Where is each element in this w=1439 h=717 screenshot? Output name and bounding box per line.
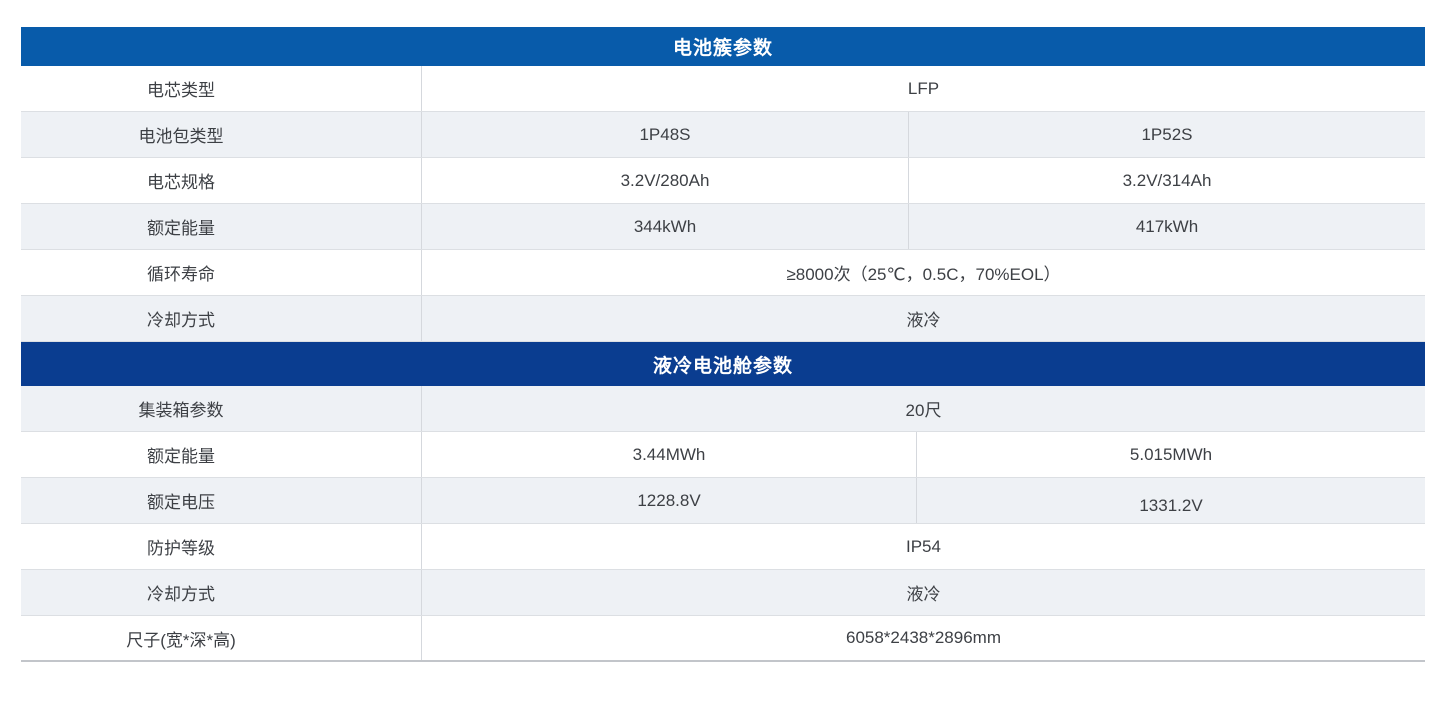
- section-title: 电池簇参数: [672, 38, 773, 59]
- row-label: 额定能量: [21, 204, 422, 249]
- table-row-cell-spec: 电芯规格 3.2V/280Ah 3.2V/314Ah: [21, 158, 1425, 204]
- table-row-cooling: 冷却方式 液冷: [21, 296, 1425, 342]
- table-row-cooling: 冷却方式 液冷: [21, 570, 1425, 616]
- row-value: 6058*2438*2896mm: [845, 628, 1001, 647]
- row-value: ≥8000次（25℃，0.5C，70%EOL）: [786, 265, 1061, 284]
- table-row-ip-rating: 防护等级 IP54: [21, 524, 1425, 570]
- row-value: IP54: [906, 536, 941, 556]
- row-label: 冷却方式: [21, 296, 422, 341]
- row-value-col2: 1P52S: [908, 112, 1425, 157]
- row-value-col1: 1228.8V: [637, 490, 701, 510]
- table-row-rated-voltage: 额定电压 1228.8V 1331.2V: [21, 478, 1425, 524]
- table-row-rated-energy: 额定能量 344kWh 417kWh: [21, 204, 1425, 250]
- row-value-col1: 3.44MWh: [632, 444, 706, 464]
- row-label: 额定能量: [21, 432, 422, 477]
- row-label: 防护等级: [21, 524, 422, 569]
- section-header-liquid-cooled-container: 液冷电池舱参数: [21, 342, 1425, 386]
- row-label: 冷却方式: [21, 570, 422, 615]
- row-value-col1: 1P48S: [639, 124, 691, 144]
- row-label: 电芯规格: [21, 158, 422, 203]
- section-liquid-cooled-container: 集装箱参数 20尺 额定能量 3.44MWh 5.015MWh 额定电压 122…: [21, 386, 1425, 662]
- battery-spec-table: 电池簇参数 电芯类型 LFP 电池包类型 1P48S 1P52S 电芯规格 3.…: [21, 27, 1425, 662]
- table-row-pack-type: 电池包类型 1P48S 1P52S: [21, 112, 1425, 158]
- row-label: 循环寿命: [21, 250, 422, 295]
- row-value: 20尺: [905, 401, 942, 420]
- section-battery-cluster: 电芯类型 LFP 电池包类型 1P48S 1P52S 电芯规格 3.2V/280…: [21, 66, 1425, 342]
- row-value: LFP: [907, 78, 940, 98]
- row-value-col1: 3.2V/280Ah: [620, 170, 710, 190]
- row-value-col2: 5.015MWh: [916, 432, 1425, 477]
- table-row-container-size: 集装箱参数 20尺: [21, 386, 1425, 432]
- row-value-col2: 3.2V/314Ah: [908, 158, 1425, 203]
- section-header-battery-cluster: 电池簇参数: [21, 27, 1425, 66]
- table-row-rated-energy: 额定能量 3.44MWh 5.015MWh: [21, 432, 1425, 478]
- row-value-col2: 417kWh: [908, 204, 1425, 249]
- row-label: 尺子(宽*深*高): [21, 616, 422, 660]
- row-value: 液冷: [906, 311, 941, 330]
- row-value-col2: 1331.2V: [916, 478, 1425, 523]
- row-value: 液冷: [906, 585, 941, 604]
- row-value-text: 1331.2V: [1139, 495, 1203, 515]
- row-label: 电池包类型: [21, 112, 422, 157]
- row-label: 集装箱参数: [21, 386, 422, 431]
- row-value-col1: 344kWh: [633, 216, 697, 236]
- table-row-cell-type: 电芯类型 LFP: [21, 66, 1425, 112]
- row-label: 电芯类型: [21, 66, 422, 111]
- row-label: 额定电压: [21, 478, 422, 523]
- table-row-dimensions: 尺子(宽*深*高) 6058*2438*2896mm: [21, 616, 1425, 662]
- section-title: 液冷电池舱参数: [652, 355, 793, 377]
- table-row-cycle-life: 循环寿命 ≥8000次（25℃，0.5C，70%EOL）: [21, 250, 1425, 296]
